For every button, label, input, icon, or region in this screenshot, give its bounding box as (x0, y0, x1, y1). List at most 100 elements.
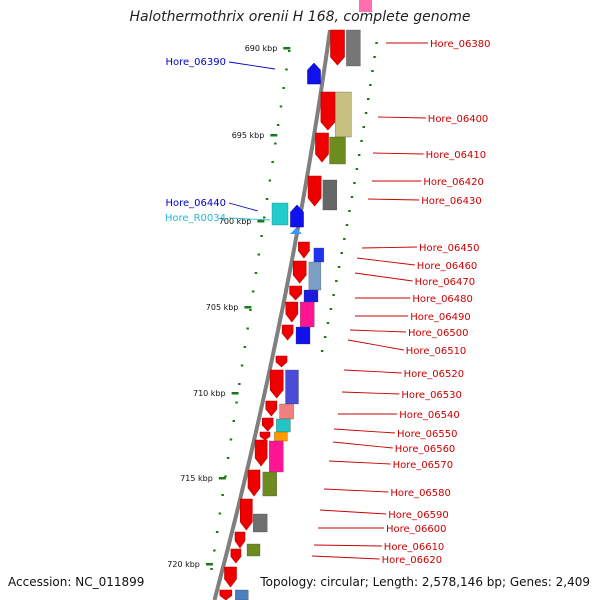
genome-title: Halothermothrix orenii H 168, complete g… (129, 9, 471, 25)
scale-dot (268, 179, 272, 182)
track-dot (375, 42, 378, 44)
track-dot (369, 84, 372, 86)
scale-dot (226, 457, 230, 459)
label-leader-line (332, 441, 393, 449)
scale-dot (221, 494, 224, 496)
gene-label-reverse: Hore_06380 (430, 39, 491, 50)
gene-label-reverse: Hore_06540 (399, 410, 460, 421)
reverse-gene-arrow (289, 285, 302, 301)
scale-label: 715 kbp (180, 474, 213, 483)
gene-block (235, 589, 249, 600)
scale-dot (213, 549, 216, 552)
gene-block (276, 418, 291, 433)
scale-dot (285, 68, 288, 71)
scale-label: 720 kbp (167, 560, 200, 569)
gene-label-reverse: Hore_06570 (393, 460, 454, 471)
track-dot (337, 266, 341, 268)
gene-block (313, 247, 325, 263)
scale-dot (265, 198, 269, 200)
reverse-gene-arrow (281, 324, 294, 341)
gene-block (271, 202, 289, 226)
gene-label-reverse: Hore_06430 (421, 196, 482, 207)
scale-tick (231, 392, 239, 395)
gene-label-reverse: Hore_06600 (386, 524, 447, 535)
gene-label-reverse: Hore_06520 (404, 369, 465, 380)
gene-label-reverse: Hore_06500 (408, 328, 469, 339)
label-leader-line (228, 202, 259, 212)
gene-block (253, 513, 268, 533)
scale-dot (249, 309, 252, 311)
rna-gene-marker (290, 228, 302, 234)
label-leader-line (328, 460, 391, 465)
scale-tick (270, 134, 278, 137)
reverse-gene-arrow (330, 29, 345, 66)
reverse-gene-arrow (247, 469, 261, 497)
scale-tick (218, 477, 226, 480)
scale-dot (235, 401, 238, 404)
reverse-gene-arrow (269, 369, 284, 399)
track-dot (348, 210, 351, 212)
gene-label-reverse: Hore_06420 (423, 177, 484, 188)
gene-label-reverse: Hore_06400 (428, 114, 489, 125)
gene-block (359, 0, 372, 12)
genome-stats: Topology: circular; Length: 2,578,146 bp… (260, 575, 590, 589)
gene-block (285, 369, 299, 405)
scale-dot (246, 327, 249, 330)
track-dot (323, 336, 327, 338)
label-leader-line (356, 257, 415, 266)
track-dot (320, 350, 324, 352)
forward-gene-arrow (290, 204, 304, 228)
gene-block (329, 136, 346, 165)
label-leader-line (323, 488, 389, 493)
track-dot (357, 154, 361, 156)
reverse-gene-arrow (275, 355, 288, 368)
scale-dot (224, 475, 227, 478)
gene-label-forward: Hore_06440 (166, 198, 227, 209)
label-leader-line (343, 369, 402, 374)
gene-block (246, 543, 261, 557)
reverse-gene-arrow (298, 241, 310, 259)
scale-dot (240, 364, 244, 367)
label-leader-line (349, 329, 407, 333)
scale-dot (282, 87, 285, 89)
scale-dot (263, 216, 266, 219)
scale-dot (274, 142, 277, 145)
gene-block (295, 326, 311, 345)
scale-dot (257, 253, 260, 256)
track-dot (371, 70, 374, 72)
reverse-gene-arrow (320, 91, 336, 131)
label-leader-line (361, 246, 418, 249)
track-dot (326, 322, 330, 324)
scale-tick (283, 47, 291, 50)
forward-gene-arrow (307, 62, 321, 85)
gene-block (346, 29, 361, 67)
reverse-gene-arrow (259, 431, 271, 441)
scale-dot (279, 105, 283, 108)
gene-block (269, 440, 284, 473)
gene-label-reverse: Hore_06560 (395, 444, 456, 455)
gene-label-reverse: Hore_06460 (417, 261, 478, 272)
track-dot (353, 182, 356, 184)
scale-dot (251, 290, 255, 293)
scale-tick (257, 220, 265, 223)
gene-label-forward: Hore_R0034 (165, 213, 226, 224)
scale-label: 710 kbp (193, 389, 226, 398)
reverse-gene-arrow (315, 132, 329, 163)
track-dot (335, 280, 338, 282)
label-leader-line (228, 61, 276, 70)
reverse-gene-arrow (234, 531, 246, 549)
scale-tick (205, 563, 213, 566)
gene-label-reverse: Hore_06410 (426, 150, 487, 161)
track-dot (343, 238, 346, 240)
gene-label-reverse: Hore_06480 (412, 294, 473, 305)
track-dot (360, 140, 363, 142)
scale-dot (254, 272, 258, 274)
scale-dot (215, 531, 219, 533)
scale-dot (218, 512, 222, 515)
reverse-gene-arrow (261, 417, 274, 432)
track-dot (340, 252, 343, 254)
label-leader-line (313, 544, 382, 547)
label-leader-line (347, 339, 404, 351)
gene-label-reverse: Hore_06610 (384, 542, 445, 553)
track-dot (367, 98, 370, 100)
